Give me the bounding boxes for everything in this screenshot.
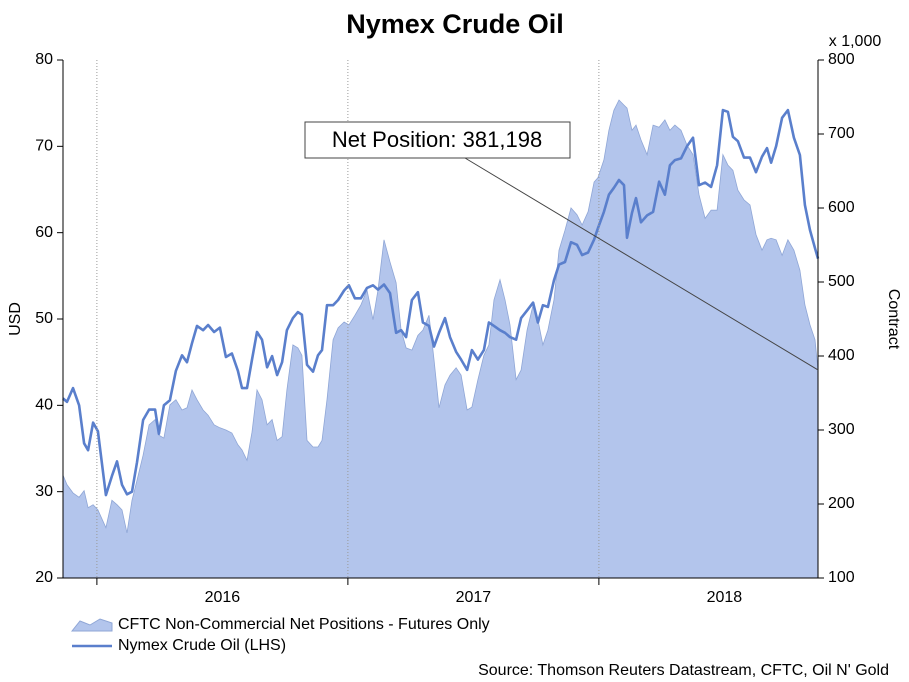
legend-label: Nymex Crude Oil (LHS) bbox=[118, 637, 286, 654]
x-tick-label: 2017 bbox=[456, 589, 492, 606]
chart-title: Nymex Crude Oil bbox=[346, 9, 564, 39]
y2-tick-label: 100 bbox=[828, 569, 855, 586]
y2-tick-label: 600 bbox=[828, 199, 855, 216]
plot-area bbox=[62, 99, 820, 579]
y2-tick-label: 700 bbox=[828, 125, 855, 142]
y2-tick-label: 200 bbox=[828, 495, 855, 512]
line bbox=[62, 108, 820, 497]
y-tick-label: 70 bbox=[35, 138, 53, 155]
y2-tick-label: 500 bbox=[828, 273, 855, 290]
annotation-box bbox=[304, 121, 571, 159]
legend-label: CFTC Non-Commercial Net Positions - Futu… bbox=[118, 616, 490, 633]
legend-swatch bbox=[70, 618, 113, 632]
y2-axis-label: Contract bbox=[885, 289, 902, 350]
annotation-arrow bbox=[464, 157, 819, 371]
x-tick-label: 2018 bbox=[707, 589, 743, 606]
y-tick-label: 50 bbox=[35, 310, 53, 327]
y2-unit: x 1,000 bbox=[829, 33, 882, 50]
y2-tick-label: 400 bbox=[828, 347, 855, 364]
y2-tick-label: 300 bbox=[828, 421, 855, 438]
y2-tick-label: 800 bbox=[828, 51, 855, 68]
y-tick-label: 60 bbox=[35, 224, 53, 241]
y-tick-label: 80 bbox=[35, 51, 53, 68]
y-tick-label: 30 bbox=[35, 483, 53, 500]
y-tick-label: 40 bbox=[35, 397, 53, 414]
x-tick-label: 2016 bbox=[205, 589, 241, 606]
annotation: Net Position: 381,198 bbox=[332, 127, 542, 152]
y-axis-label: USD bbox=[7, 302, 24, 336]
source: Source: Thomson Reuters Datastream, CFTC… bbox=[478, 662, 889, 679]
y-tick-label: 20 bbox=[35, 569, 53, 586]
area bbox=[62, 99, 819, 579]
